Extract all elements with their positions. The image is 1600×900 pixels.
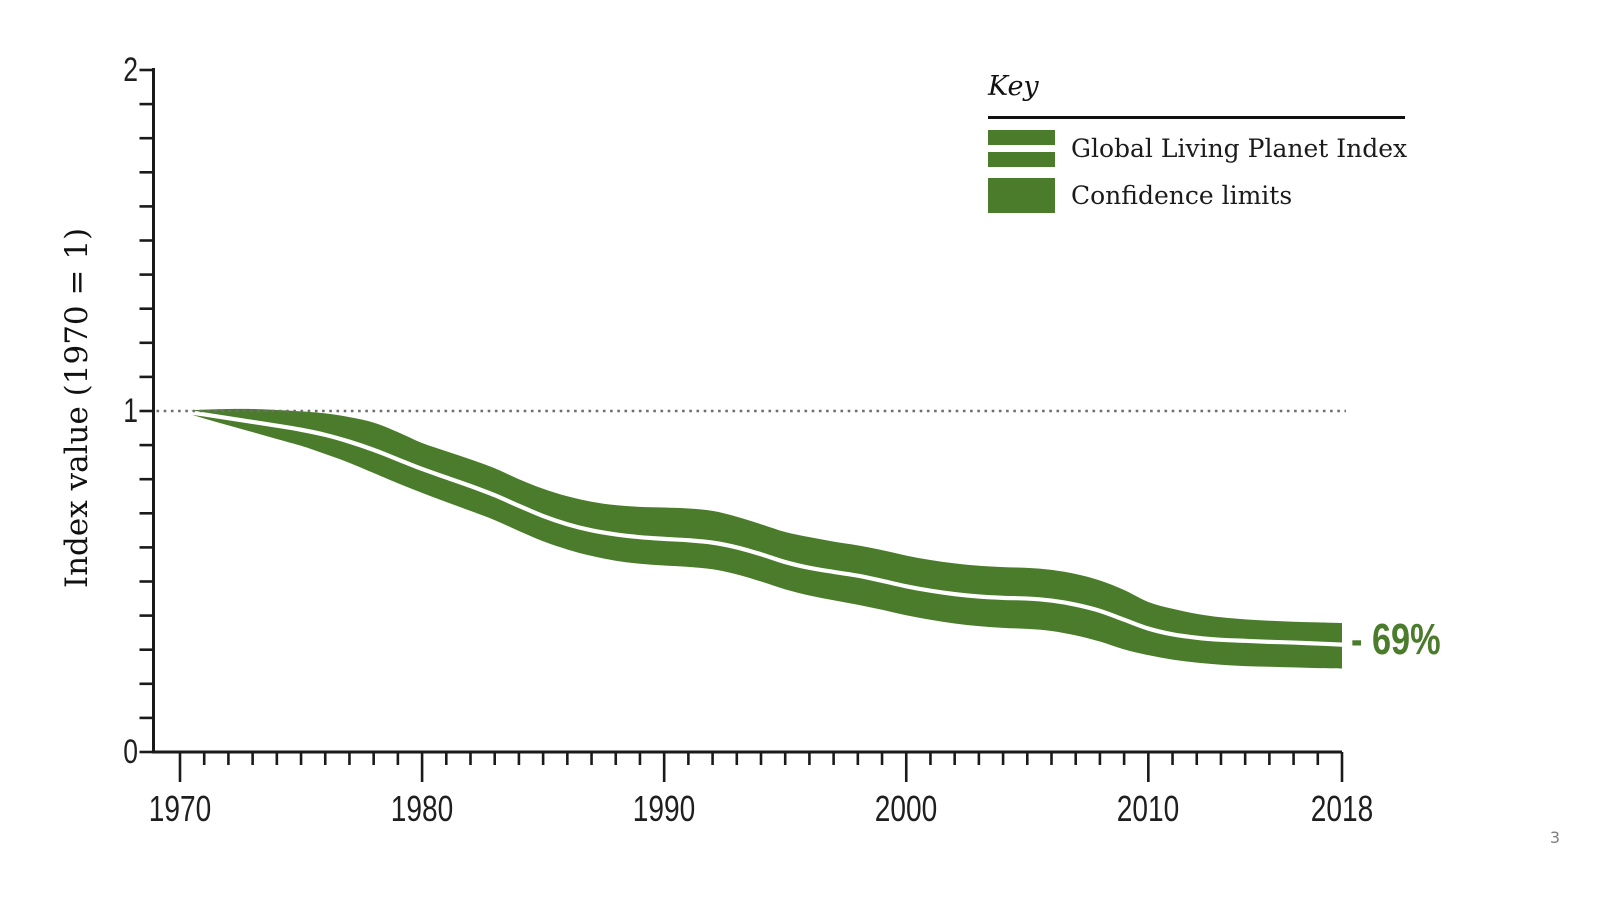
- legend-item-lpi: Global Living Planet Index: [988, 129, 1408, 167]
- confidence-band: [180, 408, 1342, 669]
- legend-item-label: Global Living Planet Index: [1071, 133, 1408, 163]
- lpi-band-swatch: [988, 129, 1055, 167]
- lpi-swatch-bar-bottom: [988, 151, 1055, 167]
- legend: Key Global Living Planet Index Confidenc…: [988, 72, 1408, 213]
- x-tick-label: 2000: [875, 788, 938, 829]
- legend-title: Key: [988, 71, 1039, 102]
- decline-annotation: - 69%: [1351, 618, 1466, 662]
- x-tick-label: 1990: [632, 788, 696, 829]
- page-number: 3: [1549, 828, 1560, 847]
- legend-item-confidence: Confidence limits: [988, 177, 1408, 213]
- y-tick-label: 2: [123, 51, 138, 89]
- y-tick-label: 0: [123, 733, 138, 771]
- y-tick-label: 1: [123, 392, 138, 430]
- legend-item-label: Confidence limits: [1071, 180, 1293, 210]
- legend-divider: [988, 116, 1405, 119]
- x-tick-label: 2018: [1310, 788, 1374, 829]
- x-tick-label: 1970: [148, 788, 212, 829]
- confidence-swatch: [988, 177, 1055, 213]
- decline-annotation-text: - 69%: [1351, 615, 1441, 664]
- x-tick-label: 2010: [1117, 788, 1180, 829]
- lpi-line: [177, 408, 1345, 647]
- x-tick-label: 1980: [390, 788, 454, 829]
- lpi-swatch-bar-top: [988, 129, 1055, 145]
- y-axis-title: Index value (1970 = 1): [59, 227, 95, 589]
